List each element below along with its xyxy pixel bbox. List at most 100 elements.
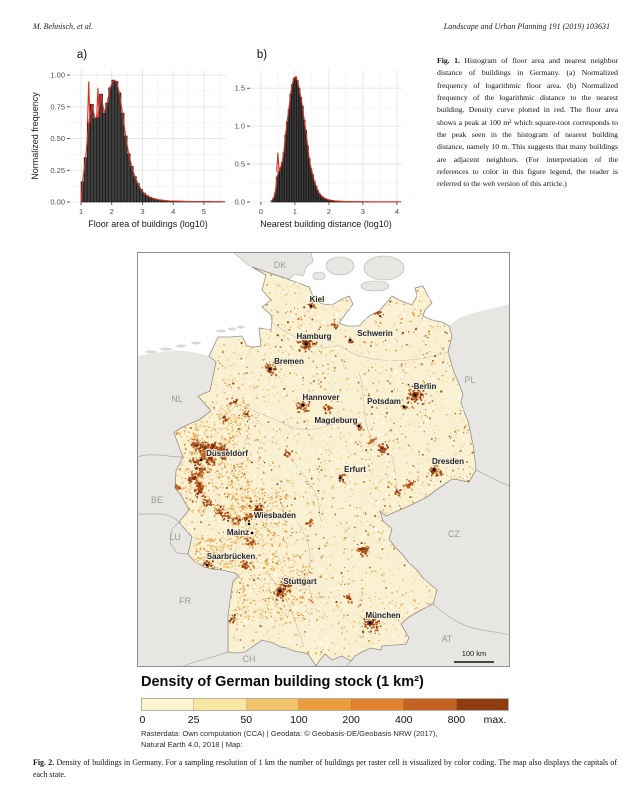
svg-text:2: 2	[327, 207, 331, 216]
country-label: DK	[274, 260, 287, 270]
city-marker	[199, 458, 203, 462]
chart-svg: 0 1 2 3 4 0.0 0.5 1.0 1.5 Nearest building distan…	[235, 49, 402, 229]
fig1-caption-text: Histogram of floor area and nearest neig…	[437, 56, 618, 189]
country-label: AT	[442, 634, 453, 644]
histogram-floor-area: 1 2 3 4 5 0.00 0.25 0.50 0.75 1.00 Floor area of b…	[30, 46, 232, 232]
color-scale-bar	[141, 698, 509, 711]
color-scale-labels: 0 25 50 100 200 400 800 max.	[139, 714, 509, 727]
city-marker	[250, 531, 254, 535]
color-scale-label: 25	[187, 714, 200, 726]
country-label: NL	[171, 394, 183, 404]
country-label: BE	[151, 495, 163, 505]
header-authors: M. Behnisch, et al.	[33, 22, 93, 31]
svg-text:2: 2	[110, 207, 114, 216]
city-marker	[278, 589, 282, 593]
city-marker	[301, 403, 305, 407]
x-axis-label: Floor area of buildings (log10)	[88, 219, 208, 229]
city-label: Potsdam	[367, 397, 401, 406]
axes: 0 1 2 3 4 0.0 0.5 1.0 1.5	[235, 84, 399, 216]
svg-text:0.00: 0.00	[50, 198, 65, 207]
attribution-line-2: Natural Earth 4.0, 2018 | Map:	[141, 740, 243, 750]
color-scale-segment	[142, 699, 195, 710]
city-marker	[338, 476, 342, 480]
color-scale-label: 400	[394, 714, 413, 726]
svg-text:0.75: 0.75	[50, 102, 65, 111]
city-label: Wiesbaden	[254, 511, 296, 520]
country-label: CH	[243, 654, 256, 664]
city-marker	[402, 405, 406, 409]
axes: 1 2 3 4 5 0.00 0.25 0.50 0.75 1.00	[50, 71, 206, 216]
color-scale-label: 0	[139, 714, 146, 726]
map-title: Density of German building stock (1 km²)	[141, 674, 424, 690]
fig2-caption-text: Density of buildings in Germany. For a s…	[33, 758, 617, 780]
color-scale-label: 100	[290, 714, 308, 726]
city-label: Erfurt	[344, 465, 366, 474]
city-label: Bremen	[274, 357, 304, 366]
attribution-line-1: Rasterdata: Own computation (CCA) | Geod…	[141, 729, 438, 738]
map-svg: Kiel Hamburg Schwerin Bremen Hannover Berlin P…	[136, 251, 511, 668]
svg-text:0.5: 0.5	[235, 160, 245, 169]
country-label: CZ	[448, 529, 460, 539]
svg-text:0.0: 0.0	[235, 198, 245, 207]
city-marker	[413, 393, 417, 397]
svg-text:1.5: 1.5	[235, 84, 245, 93]
map-attribution: Rasterdata: Own computation (CCA) | Geod…	[141, 728, 511, 751]
svg-text:1.0: 1.0	[235, 122, 245, 131]
svg-text:1: 1	[79, 207, 83, 216]
density-curve	[80, 79, 226, 203]
city-label: Dresden	[432, 457, 464, 466]
country-label: LU	[169, 532, 181, 542]
color-scale-label: 50	[240, 714, 253, 726]
color-scale-segment	[351, 699, 405, 710]
city-marker	[357, 424, 361, 428]
svg-text:0: 0	[259, 207, 263, 216]
fig2-caption: Fig. 2. Density of buildings in Germany.…	[33, 757, 617, 782]
color-scale-segment	[456, 699, 508, 710]
country-labels: DK NL PL BE LU CZ FR CH AT	[151, 260, 476, 664]
germany-density-map: Kiel Hamburg Schwerin Bremen Hannover Berlin P…	[136, 251, 511, 668]
svg-text:5: 5	[202, 207, 206, 216]
chart-svg: 1 2 3 4 5 0.00 0.25 0.50 0.75 1.00 Floor area of b…	[30, 49, 226, 229]
x-axis-label: Nearest building distance (log10)	[260, 219, 392, 229]
map-frame	[137, 252, 510, 667]
svg-text:0.50: 0.50	[50, 134, 65, 143]
denmark-land	[232, 251, 314, 280]
svg-text:0.25: 0.25	[50, 166, 65, 175]
svg-text:3: 3	[140, 207, 144, 216]
histogram-bars	[80, 79, 223, 203]
city-marker	[348, 338, 352, 342]
city-labels: Kiel Hamburg Schwerin Bremen Hannover Berlin P…	[199, 294, 465, 625]
city-marker	[205, 563, 209, 567]
color-scale-label: max.	[483, 714, 507, 726]
svg-text:1: 1	[293, 207, 297, 216]
y-axis-label: Normalized frequency	[30, 92, 40, 180]
scale-bar: 100 km	[454, 649, 494, 663]
fig2-caption-label: Fig. 2.	[33, 758, 55, 767]
color-scale-label: 200	[342, 714, 360, 726]
panel-label: b)	[257, 49, 267, 61]
city-marker	[368, 621, 372, 625]
histogram-bars	[270, 76, 398, 203]
svg-text:1.00: 1.00	[50, 71, 65, 80]
city-marker	[309, 304, 313, 308]
city-label: Schwerin	[357, 329, 393, 338]
color-scale-label: 800	[447, 714, 466, 726]
color-scale-segment	[404, 699, 457, 710]
city-label: München	[365, 611, 400, 620]
city-label: Berlin	[414, 382, 437, 391]
fig1-caption: Fig. 1. Histogram of floor area and near…	[437, 55, 618, 190]
running-header: M. Behnisch, et al. Landscape and Urban …	[33, 22, 610, 31]
city-label: Düsseldorf	[206, 449, 248, 458]
header-journal: Landscape and Urban Planning 191 (2019) …	[443, 22, 610, 31]
color-scale-segment	[299, 699, 352, 710]
city-marker	[432, 468, 436, 472]
country-label: PL	[464, 375, 475, 385]
city-label: Saarbrücken	[207, 552, 256, 561]
city-label: Stuttgart	[283, 577, 317, 586]
country-borders	[136, 454, 511, 668]
city-label: Hamburg	[296, 332, 331, 341]
density-curve	[270, 75, 401, 203]
city-label: Hannover	[303, 393, 340, 402]
country-label: FR	[179, 596, 191, 606]
